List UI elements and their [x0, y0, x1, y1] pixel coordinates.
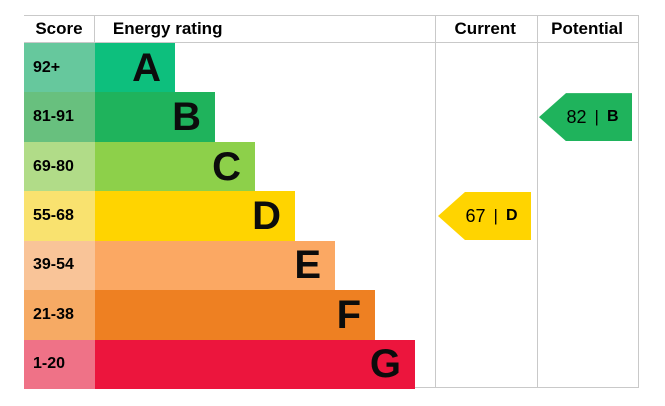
rating-letter-e: E	[294, 243, 321, 288]
chart-header-row: Score Energy rating Current Potential	[24, 16, 638, 42]
band-row-b: 81-91 B	[24, 92, 639, 142]
band-row-e: 39-54 E	[24, 240, 639, 291]
rating-bar-e: E	[95, 240, 335, 291]
chart-table: Score Energy rating Current Potential 92…	[24, 15, 639, 389]
header-divider-line	[24, 42, 639, 43]
header-current: Current	[454, 19, 516, 38]
score-range-c: 69-80	[24, 141, 95, 192]
rating-bar-d: D	[95, 191, 295, 241]
band-row-d: 55-68 D	[24, 191, 639, 241]
current-separator: |	[493, 206, 498, 225]
current-letter: D	[505, 207, 518, 224]
band-row-c: 69-80 C	[24, 141, 639, 192]
score-range-e: 39-54	[24, 240, 95, 291]
rating-letter-f: F	[336, 292, 361, 337]
rating-letter-c: C	[212, 144, 241, 189]
score-range-d: 55-68	[24, 191, 95, 241]
header-score: Score	[24, 16, 95, 42]
potential-value: 82	[566, 106, 587, 127]
header-energy-rating: Energy rating	[112, 19, 223, 38]
rating-bands: 92+ A 81-91 B 69-80 C 55-68 D 39-54 E	[24, 43, 639, 389]
potential-letter: B	[606, 108, 619, 126]
potential-column-left-line	[537, 16, 538, 387]
band-row-f: 21-38 F	[24, 290, 639, 340]
potential-separator: |	[594, 107, 599, 127]
rating-bar-f: F	[95, 290, 375, 340]
rating-letter-b: B	[172, 95, 201, 140]
current-value: 67	[465, 205, 486, 226]
current-column-left-line	[435, 16, 436, 387]
score-range-g: 1-20	[24, 339, 95, 389]
rating-letter-d: D	[252, 193, 281, 238]
header-potential: Potential	[551, 19, 623, 38]
rating-bar-a: A	[95, 43, 175, 93]
band-row-a: 92+ A	[24, 43, 639, 93]
score-range-f: 21-38	[24, 290, 95, 340]
rating-letter-a: A	[132, 45, 161, 90]
score-range-b: 81-91	[24, 92, 95, 142]
rating-bar-b: B	[95, 92, 215, 142]
rating-bar-g: G	[95, 339, 415, 389]
chart-body: 92+ A 81-91 B 69-80 C 55-68 D 39-54 E	[24, 43, 639, 389]
score-range-a: 92+	[24, 43, 95, 93]
rating-bar-c: C	[95, 141, 255, 192]
band-row-g: 1-20 G	[24, 339, 639, 389]
rating-letter-g: G	[369, 342, 401, 387]
